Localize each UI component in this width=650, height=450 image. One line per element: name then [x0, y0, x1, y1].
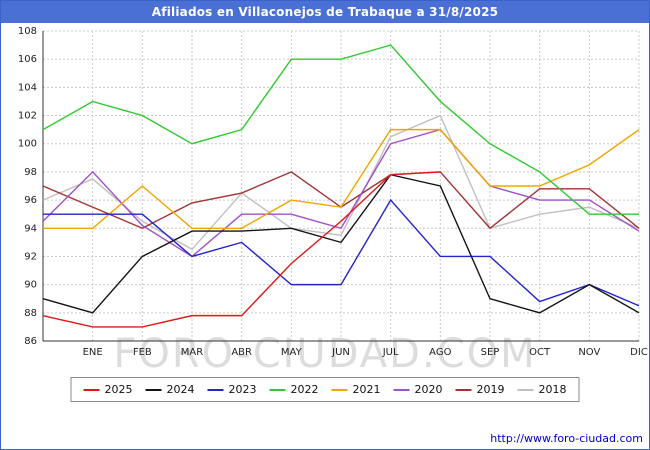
legend-swatch-2022 [269, 388, 286, 391]
series-line-2023 [43, 198, 640, 307]
x-tick-label: FEB [133, 347, 152, 358]
series-line-2018 [42, 114, 640, 251]
legend-label-2022: 2022 [290, 383, 319, 396]
legend-item-2021: 2021 [331, 383, 381, 396]
x-tick-label: MAY [281, 347, 303, 358]
y-tick-label: 98 [24, 167, 37, 178]
x-tick-label: ENE [83, 347, 103, 358]
x-tick-label: AGO [429, 347, 451, 358]
x-tick-label: ABR [231, 347, 252, 358]
y-tick-label: 104 [18, 82, 37, 93]
x-tick-label: DIC [630, 347, 648, 358]
legend-label-2021: 2021 [352, 383, 381, 396]
x-tick-label: SEP [481, 347, 500, 358]
x-tick-label: OCT [529, 347, 551, 358]
legend-item-2019: 2019 [455, 383, 505, 396]
x-tick-label: NOV [578, 347, 600, 358]
legend-label-2025: 2025 [104, 383, 133, 396]
legend-swatch-2019 [455, 388, 472, 391]
legend-swatch-2023 [207, 388, 224, 391]
x-tick-label: JUN [331, 347, 350, 358]
line-chart: 86 88 90 92 94 96 98 100 102 104 106 108 ENE FEB MAR AB… [18, 26, 648, 358]
series-line-2021 [43, 128, 640, 229]
legend-swatch-2021 [331, 388, 348, 391]
y-tick-label: 94 [24, 223, 37, 234]
x-tick-label: MAR [181, 347, 203, 358]
legend-label-2023: 2023 [228, 383, 257, 396]
legend-item-2022: 2022 [269, 383, 319, 396]
series-line-2025 [42, 171, 441, 328]
legend-label-2024: 2024 [166, 383, 195, 396]
foro-ciudad-link[interactable]: http://www.foro-ciudad.com [490, 432, 643, 445]
chart-legend: 2025 2024 2023 2022 2021 2020 2019 2018 [70, 377, 580, 402]
y-tick-label: 88 [24, 308, 37, 319]
series-line-2020 [42, 128, 640, 258]
legend-item-2023: 2023 [207, 383, 257, 396]
legend-label-2018: 2018 [538, 383, 567, 396]
y-tick-label: 86 [24, 336, 37, 347]
legend-label-2020: 2020 [414, 383, 443, 396]
legend-label-2019: 2019 [476, 383, 505, 396]
y-tick-label: 96 [24, 195, 37, 206]
series-line-2024 [42, 173, 640, 314]
legend-swatch-2020 [393, 388, 410, 391]
legend-item-2024: 2024 [145, 383, 195, 396]
y-tick-label: 108 [18, 26, 37, 37]
y-tick-label: 102 [18, 111, 37, 122]
y-tick-label: 92 [24, 251, 37, 262]
x-tick-label: JUL [382, 347, 399, 358]
y-tick-label: 100 [18, 139, 37, 150]
legend-item-2025: 2025 [83, 383, 133, 396]
legend-item-2020: 2020 [393, 383, 443, 396]
legend-swatch-2025 [83, 388, 100, 391]
legend-swatch-2024 [145, 388, 162, 391]
legend-swatch-2018 [517, 388, 534, 391]
y-tick-label: 90 [24, 280, 37, 291]
series-line-2022 [42, 44, 639, 215]
y-tick-label: 106 [18, 54, 37, 65]
legend-item-2018: 2018 [517, 383, 567, 396]
chart-title: Afiliados en Villaconejos de Trabaque a … [1, 1, 649, 23]
